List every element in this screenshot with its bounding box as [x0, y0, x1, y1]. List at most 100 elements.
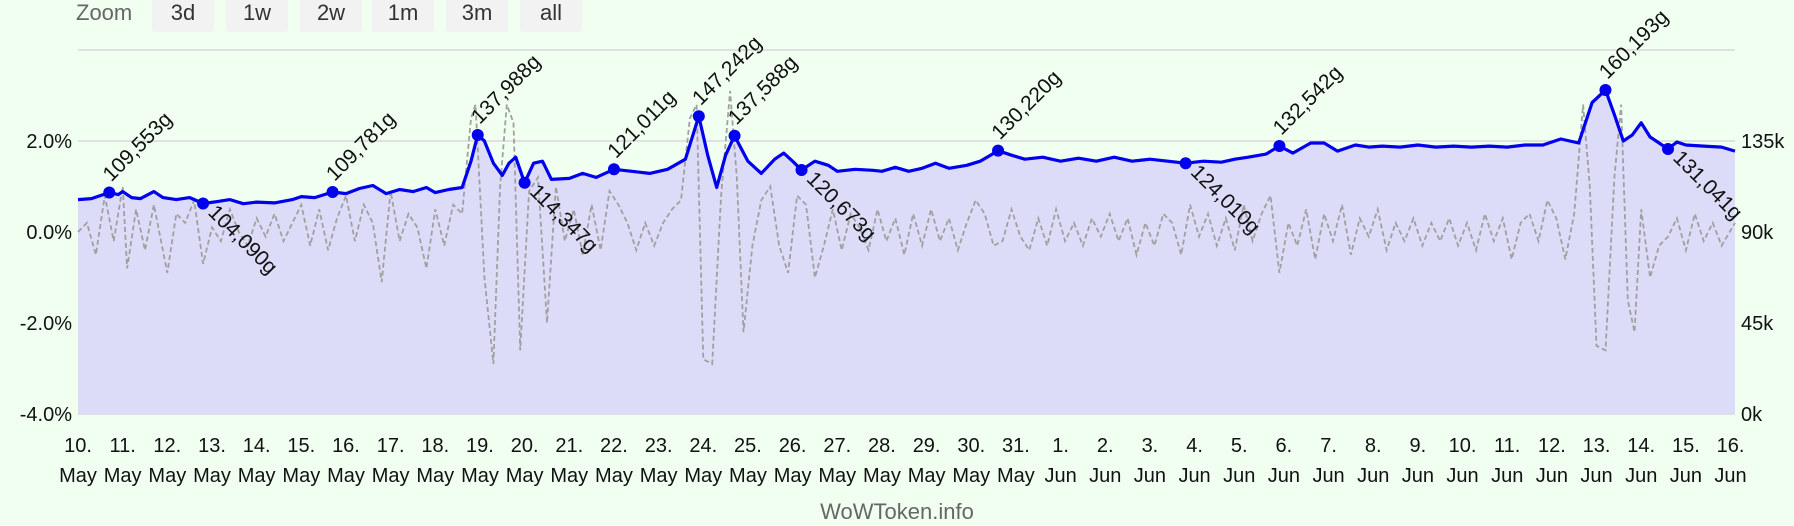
- x-tick-day: 8.: [1365, 435, 1382, 457]
- x-tick: 17. May: [372, 435, 410, 487]
- x-tick-day: 31.: [1002, 435, 1030, 457]
- x-tick-day: 5.: [1231, 435, 1248, 457]
- x-tick-day: 29.: [913, 435, 941, 457]
- x-tick-day: 1.: [1052, 435, 1069, 457]
- zoom-button-label: 1w: [243, 0, 271, 25]
- x-tick-month: Jun: [1580, 465, 1612, 487]
- x-tick: 23. May: [640, 435, 678, 487]
- x-tick: 8. Jun: [1357, 435, 1389, 487]
- x-tick-day: 18.: [421, 435, 449, 457]
- x-tick: 14. May: [238, 435, 276, 487]
- price-annotation: 109,781g: [322, 107, 400, 198]
- annotation-label: 132,542g: [1269, 61, 1347, 139]
- x-tick-month: May: [729, 465, 767, 487]
- x-tick-month: Jun: [1670, 465, 1702, 487]
- x-tick-day: 20.: [511, 435, 539, 457]
- x-tick: 30. May: [952, 435, 990, 487]
- x-tick: 25. May: [729, 435, 767, 487]
- x-tick: 22. May: [595, 435, 633, 487]
- x-tick-month: Jun: [1402, 465, 1434, 487]
- x-tick-month: May: [595, 465, 633, 487]
- annotation-point: [1599, 84, 1612, 97]
- x-tick-month: Jun: [1357, 465, 1389, 487]
- y-left-tick-label: 0.0%: [26, 222, 72, 244]
- x-tick-month: May: [684, 465, 722, 487]
- x-tick: 9. Jun: [1402, 435, 1434, 487]
- x-tick-month: May: [550, 465, 588, 487]
- x-tick-month: May: [193, 465, 231, 487]
- zoom-button-all[interactable]: all: [520, 0, 582, 32]
- price-annotation: 109,553g: [99, 108, 177, 199]
- x-tick-day: 26.: [779, 435, 807, 457]
- zoom-button-label: 1m: [388, 0, 419, 25]
- x-tick: 14. Jun: [1625, 435, 1657, 487]
- price-line: [77, 88, 1736, 206]
- x-tick: 19. May: [461, 435, 499, 487]
- x-tick-day: 23.: [645, 435, 673, 457]
- x-tick-month: May: [282, 465, 320, 487]
- x-tick: 6. Jun: [1268, 435, 1300, 487]
- y-right-tick-label: 45k: [1741, 313, 1774, 335]
- x-tick-day: 15.: [1672, 435, 1700, 457]
- zoom-button-3d[interactable]: 3d: [152, 0, 214, 32]
- x-tick-month: May: [863, 465, 901, 487]
- x-tick: 26. May: [774, 435, 812, 487]
- price-annotation: 132,542g: [1269, 61, 1347, 152]
- zoom-button-2w[interactable]: 2w: [300, 0, 362, 32]
- x-tick-day: 25.: [734, 435, 762, 457]
- x-tick-day: 14.: [243, 435, 271, 457]
- x-tick: 7. Jun: [1312, 435, 1344, 487]
- annotation-point: [518, 176, 531, 189]
- x-tick: 12. Jun: [1536, 435, 1568, 487]
- price-annotation: 121,011g: [603, 86, 680, 176]
- x-tick: 2. Jun: [1089, 435, 1121, 487]
- change-line: [77, 90, 1736, 366]
- x-tick: 16. Jun: [1714, 435, 1746, 487]
- x-tick-day: 17.: [377, 435, 405, 457]
- x-tick-day: 21.: [555, 435, 583, 457]
- y-right-tick-label: 0k: [1741, 404, 1763, 426]
- x-tick-day: 27.: [823, 435, 851, 457]
- x-tick: 1. Jun: [1044, 435, 1076, 487]
- x-tick-day: 11.: [1494, 435, 1520, 457]
- x-tick: 12. May: [148, 435, 186, 487]
- zoom-button-3m[interactable]: 3m: [446, 0, 508, 32]
- x-tick-day: 12.: [1538, 435, 1566, 457]
- x-tick-month: May: [59, 465, 97, 487]
- annotation-point: [607, 163, 620, 176]
- x-tick-day: 16.: [1717, 435, 1745, 457]
- x-tick-month: May: [416, 465, 454, 487]
- x-tick-day: 16.: [332, 435, 360, 457]
- y-left-tick-label: 2.0%: [26, 131, 72, 153]
- x-tick-day: 24.: [689, 435, 717, 457]
- zoom-button-1w[interactable]: 1w: [226, 0, 288, 32]
- annotation-label: 130,220g: [987, 66, 1065, 144]
- x-tick-month: Jun: [1714, 465, 1746, 487]
- x-tick-month: Jun: [1312, 465, 1344, 487]
- x-tick: 10. May: [59, 435, 97, 487]
- x-tick-day: 14.: [1627, 435, 1655, 457]
- zoom-controls: Zoom 3d 1w 2w 1m 3m all: [76, 0, 582, 32]
- x-tick-month: Jun: [1134, 465, 1166, 487]
- x-tick-month: Jun: [1044, 465, 1076, 487]
- annotation-label: 109,553g: [99, 108, 177, 186]
- annotation-label: 160,193g: [1595, 5, 1673, 83]
- x-tick-day: 4.: [1186, 435, 1203, 457]
- x-tick: 5. Jun: [1223, 435, 1255, 487]
- zoom-button-1m[interactable]: 1m: [372, 0, 434, 32]
- x-tick-day: 12.: [153, 435, 181, 457]
- x-tick-day: 28.: [868, 435, 896, 457]
- x-tick-day: 7.: [1320, 435, 1337, 457]
- zoom-button-label: 3m: [462, 0, 493, 25]
- x-tick-day: 22.: [600, 435, 628, 457]
- x-tick-month: May: [997, 465, 1035, 487]
- y-axis-left: 2.0% 0.0% -2.0% -4.0%: [20, 131, 72, 426]
- x-tick: 4. Jun: [1178, 435, 1210, 487]
- y-left-tick-label: -4.0%: [20, 404, 72, 426]
- annotation-point: [1662, 143, 1675, 156]
- x-tick-month: May: [372, 465, 410, 487]
- x-tick-month: May: [327, 465, 365, 487]
- x-tick-month: Jun: [1178, 465, 1210, 487]
- x-tick-month: Jun: [1625, 465, 1657, 487]
